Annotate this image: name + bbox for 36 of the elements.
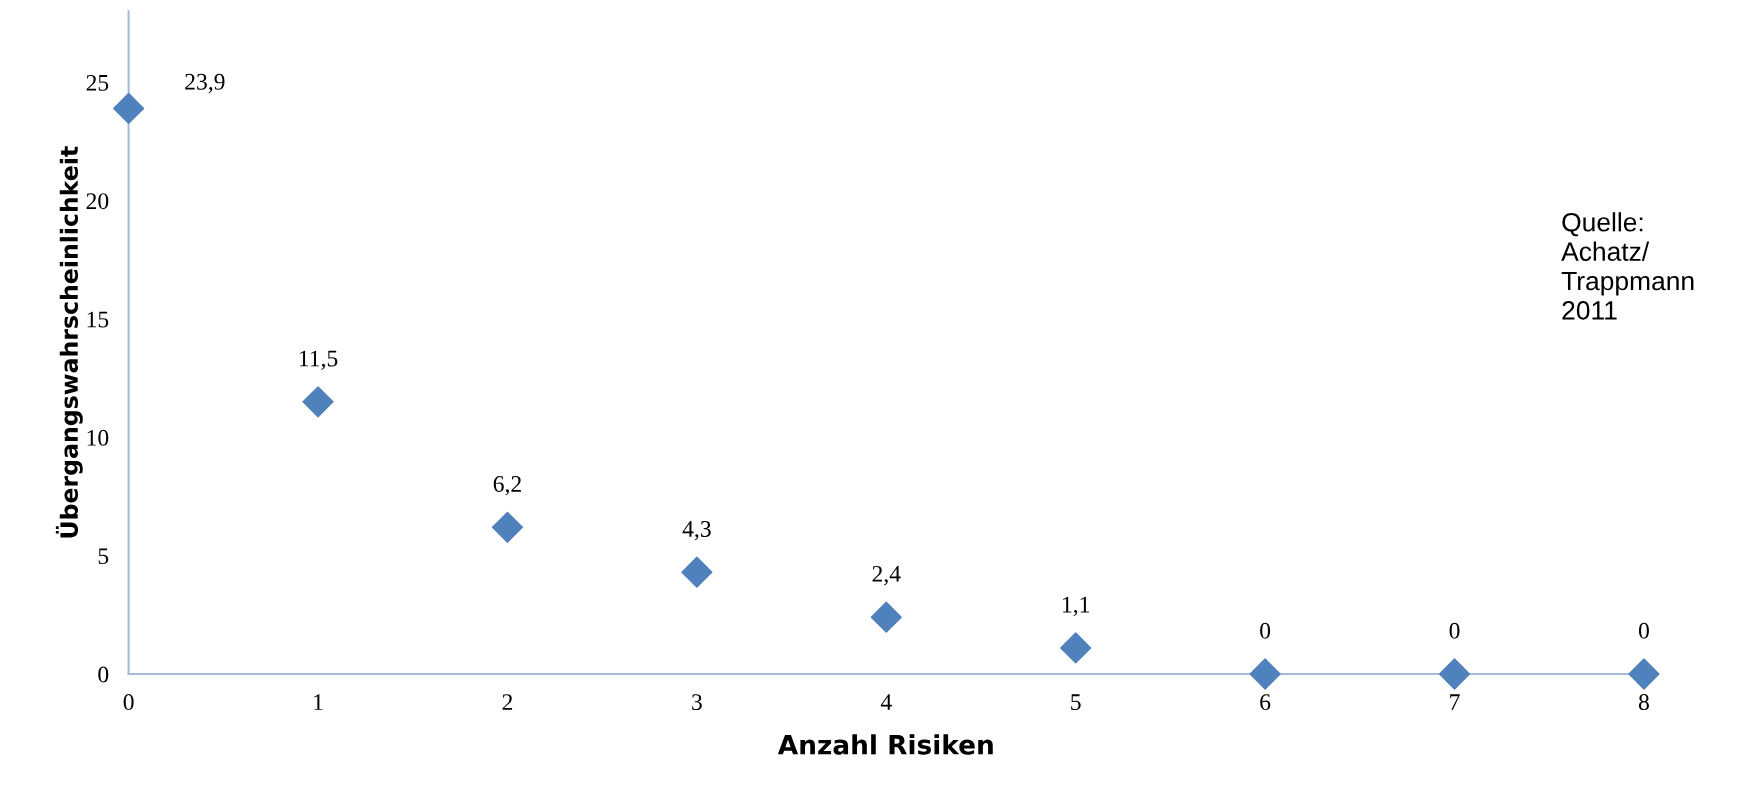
data-label: 2,4 bbox=[872, 565, 901, 586]
x-tick-label: 0 bbox=[123, 694, 134, 711]
point bbox=[681, 556, 713, 588]
x-tick-label: 4 bbox=[880, 694, 892, 710]
data-label: 0 bbox=[1260, 622, 1271, 639]
data-label: 11,5 bbox=[299, 350, 338, 370]
annotation: Quelle: Achatz/ Trappmann 2011 bbox=[1561, 212, 1694, 320]
data-label: 23,9 bbox=[185, 73, 225, 94]
point bbox=[491, 511, 524, 543]
y-tick-label: 20 bbox=[86, 193, 109, 210]
x-tick-label: 7 bbox=[1450, 694, 1460, 710]
x-tick-label: 8 bbox=[1638, 694, 1649, 711]
data-label: 6,2 bbox=[493, 476, 521, 496]
data-label: 0 bbox=[1449, 622, 1460, 639]
point bbox=[302, 386, 334, 418]
x-tick-label: 2 bbox=[502, 694, 513, 710]
point bbox=[1628, 658, 1660, 690]
point bbox=[1438, 658, 1471, 690]
y-tick-label: 5 bbox=[98, 548, 109, 565]
data-label: 4,3 bbox=[682, 521, 711, 541]
y-axis-title: Übergangswahrscheinlichkeit bbox=[55, 146, 83, 538]
point bbox=[1249, 658, 1281, 690]
data-label: 1,1 bbox=[1063, 596, 1090, 617]
x-tick-label: 3 bbox=[692, 694, 702, 711]
point bbox=[113, 92, 145, 125]
x-tick-label: 1 bbox=[314, 694, 323, 710]
x-axis-title: Anzahl Risiken bbox=[777, 734, 993, 755]
y-tick-label: 10 bbox=[87, 429, 109, 446]
point bbox=[1060, 632, 1092, 664]
x-tick-label: 6 bbox=[1260, 694, 1271, 711]
y-tick-label: 15 bbox=[87, 311, 109, 328]
x-tick-label: 5 bbox=[1071, 694, 1081, 711]
y-tick-label: 25 bbox=[86, 74, 109, 91]
data-label: 0 bbox=[1638, 622, 1649, 639]
point bbox=[870, 601, 902, 633]
y-tick-label: 0 bbox=[98, 666, 109, 683]
